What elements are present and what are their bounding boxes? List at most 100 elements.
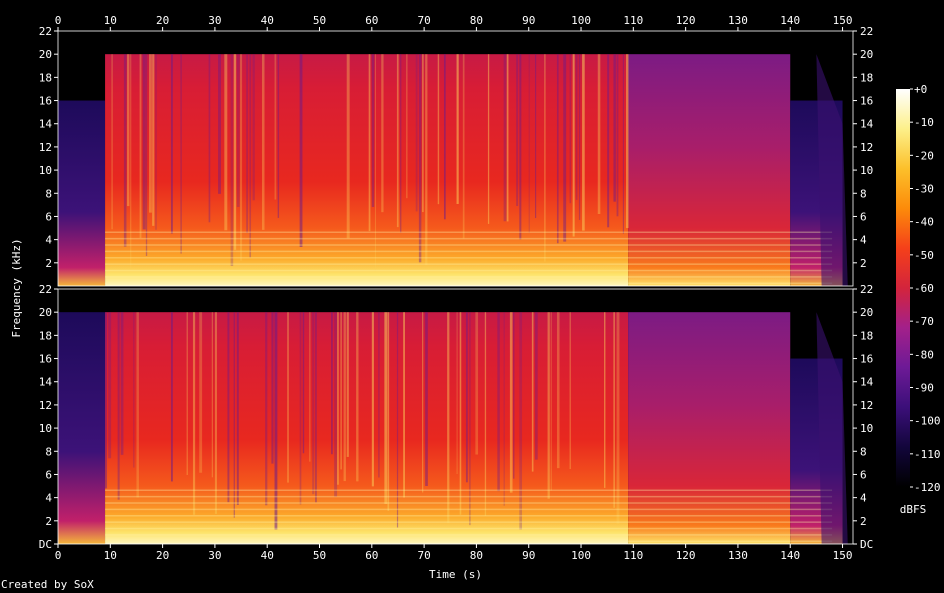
harmonic-band (105, 502, 833, 504)
streak (334, 312, 338, 497)
streak (396, 54, 399, 228)
spectrogram-panel-1 (57, 30, 854, 287)
fade-out-ramp (816, 312, 848, 544)
streak (381, 54, 384, 213)
streak (622, 54, 624, 234)
streak (616, 54, 619, 217)
streak (484, 312, 487, 516)
harmonic-band (105, 269, 833, 272)
harmonic-band (105, 263, 833, 265)
streak (469, 312, 471, 526)
streak (497, 312, 500, 492)
streak (519, 54, 522, 240)
streak (208, 54, 211, 223)
y-tick-label: 2 (860, 515, 867, 528)
colorbar-tick-label: -20 (914, 149, 934, 162)
streak (575, 54, 578, 200)
spectral-segment-1 (58, 312, 106, 544)
streak (261, 54, 265, 230)
x-tick-label: 90 (522, 549, 535, 562)
colorbar-tick-label: -50 (914, 249, 934, 262)
y-tick-label: 22 (860, 25, 873, 38)
streak (337, 312, 339, 485)
colorbar-tick-label: -120 (914, 481, 941, 494)
harmonic-band (105, 282, 833, 285)
y-tick-label: 14 (39, 118, 53, 131)
streak (214, 312, 217, 514)
colorbar-label: dBFS (900, 503, 927, 516)
streak (422, 312, 424, 493)
y-tick-label: 2 (45, 257, 52, 270)
streak (277, 54, 280, 218)
y-tick-label: 10 (860, 422, 873, 435)
y-tick-label: 18 (39, 329, 52, 342)
harmonic-band (105, 508, 833, 511)
x-tick-label: 110 (623, 549, 643, 562)
harmonic-band (105, 515, 833, 517)
streak (519, 312, 523, 530)
spectrogram-panel-2 (57, 288, 854, 545)
x-tick-label: 150 (833, 549, 853, 562)
streak (249, 54, 252, 258)
x-tick-label: 0 (55, 14, 62, 27)
streak (443, 54, 446, 220)
streak (535, 54, 537, 219)
y-tick-label: 16 (39, 95, 52, 108)
y-tick-label: 22 (39, 283, 52, 296)
y-tick-label: 14 (860, 376, 874, 389)
streak (613, 312, 615, 508)
harmonic-band (105, 244, 833, 246)
streak (218, 54, 221, 194)
streak (535, 312, 538, 460)
streak (192, 312, 196, 515)
streak (287, 312, 289, 483)
streak (503, 312, 505, 506)
streak (120, 312, 124, 455)
x-tick-label: 60 (365, 14, 378, 27)
y-tick-label: 16 (860, 95, 873, 108)
streak (513, 312, 515, 479)
streak (475, 312, 479, 455)
streak (117, 312, 120, 500)
spectral-segment-2 (105, 54, 629, 286)
streak (152, 54, 155, 226)
streak (578, 54, 581, 220)
y-tick-label: 20 (39, 48, 52, 61)
y-tick-label: 4 (860, 492, 867, 505)
streak (236, 54, 240, 207)
x-tick-label: 120 (676, 14, 696, 27)
x-tick-label: 100 (571, 14, 591, 27)
colorbar-tick-label: +0 (914, 83, 927, 96)
y-axis-label: Frequency (kHz) (10, 238, 23, 337)
streak (462, 54, 465, 239)
streak (425, 312, 428, 486)
y-tick-label: 4 (45, 234, 52, 247)
y-tick-label: 12 (39, 141, 52, 154)
streak (406, 54, 408, 199)
streak (136, 312, 139, 498)
streak (607, 54, 610, 228)
x-tick-label: 50 (313, 549, 326, 562)
y-tick-label: 10 (39, 164, 52, 177)
streak (309, 312, 311, 462)
harmonic-band (105, 237, 833, 240)
streak (149, 54, 152, 213)
x-tick-label: 100 (571, 549, 591, 562)
x-tick-label: 110 (623, 14, 643, 27)
y-tick-label: 14 (860, 118, 874, 131)
streak (105, 312, 107, 489)
x-tick-label: 90 (522, 14, 535, 27)
streak (274, 312, 278, 530)
streak (340, 312, 342, 470)
harmonic-band (105, 527, 833, 530)
colorbar-tick-label: -90 (914, 382, 934, 395)
spectral-segment-3 (628, 54, 791, 286)
streak (626, 54, 629, 229)
y-tick-label: 10 (860, 164, 873, 177)
y-tick-label: 4 (45, 492, 52, 505)
streak (127, 54, 130, 207)
streak (465, 312, 468, 483)
x-tick-label: 140 (780, 549, 800, 562)
colorbar-tick-label: -110 (914, 448, 941, 461)
